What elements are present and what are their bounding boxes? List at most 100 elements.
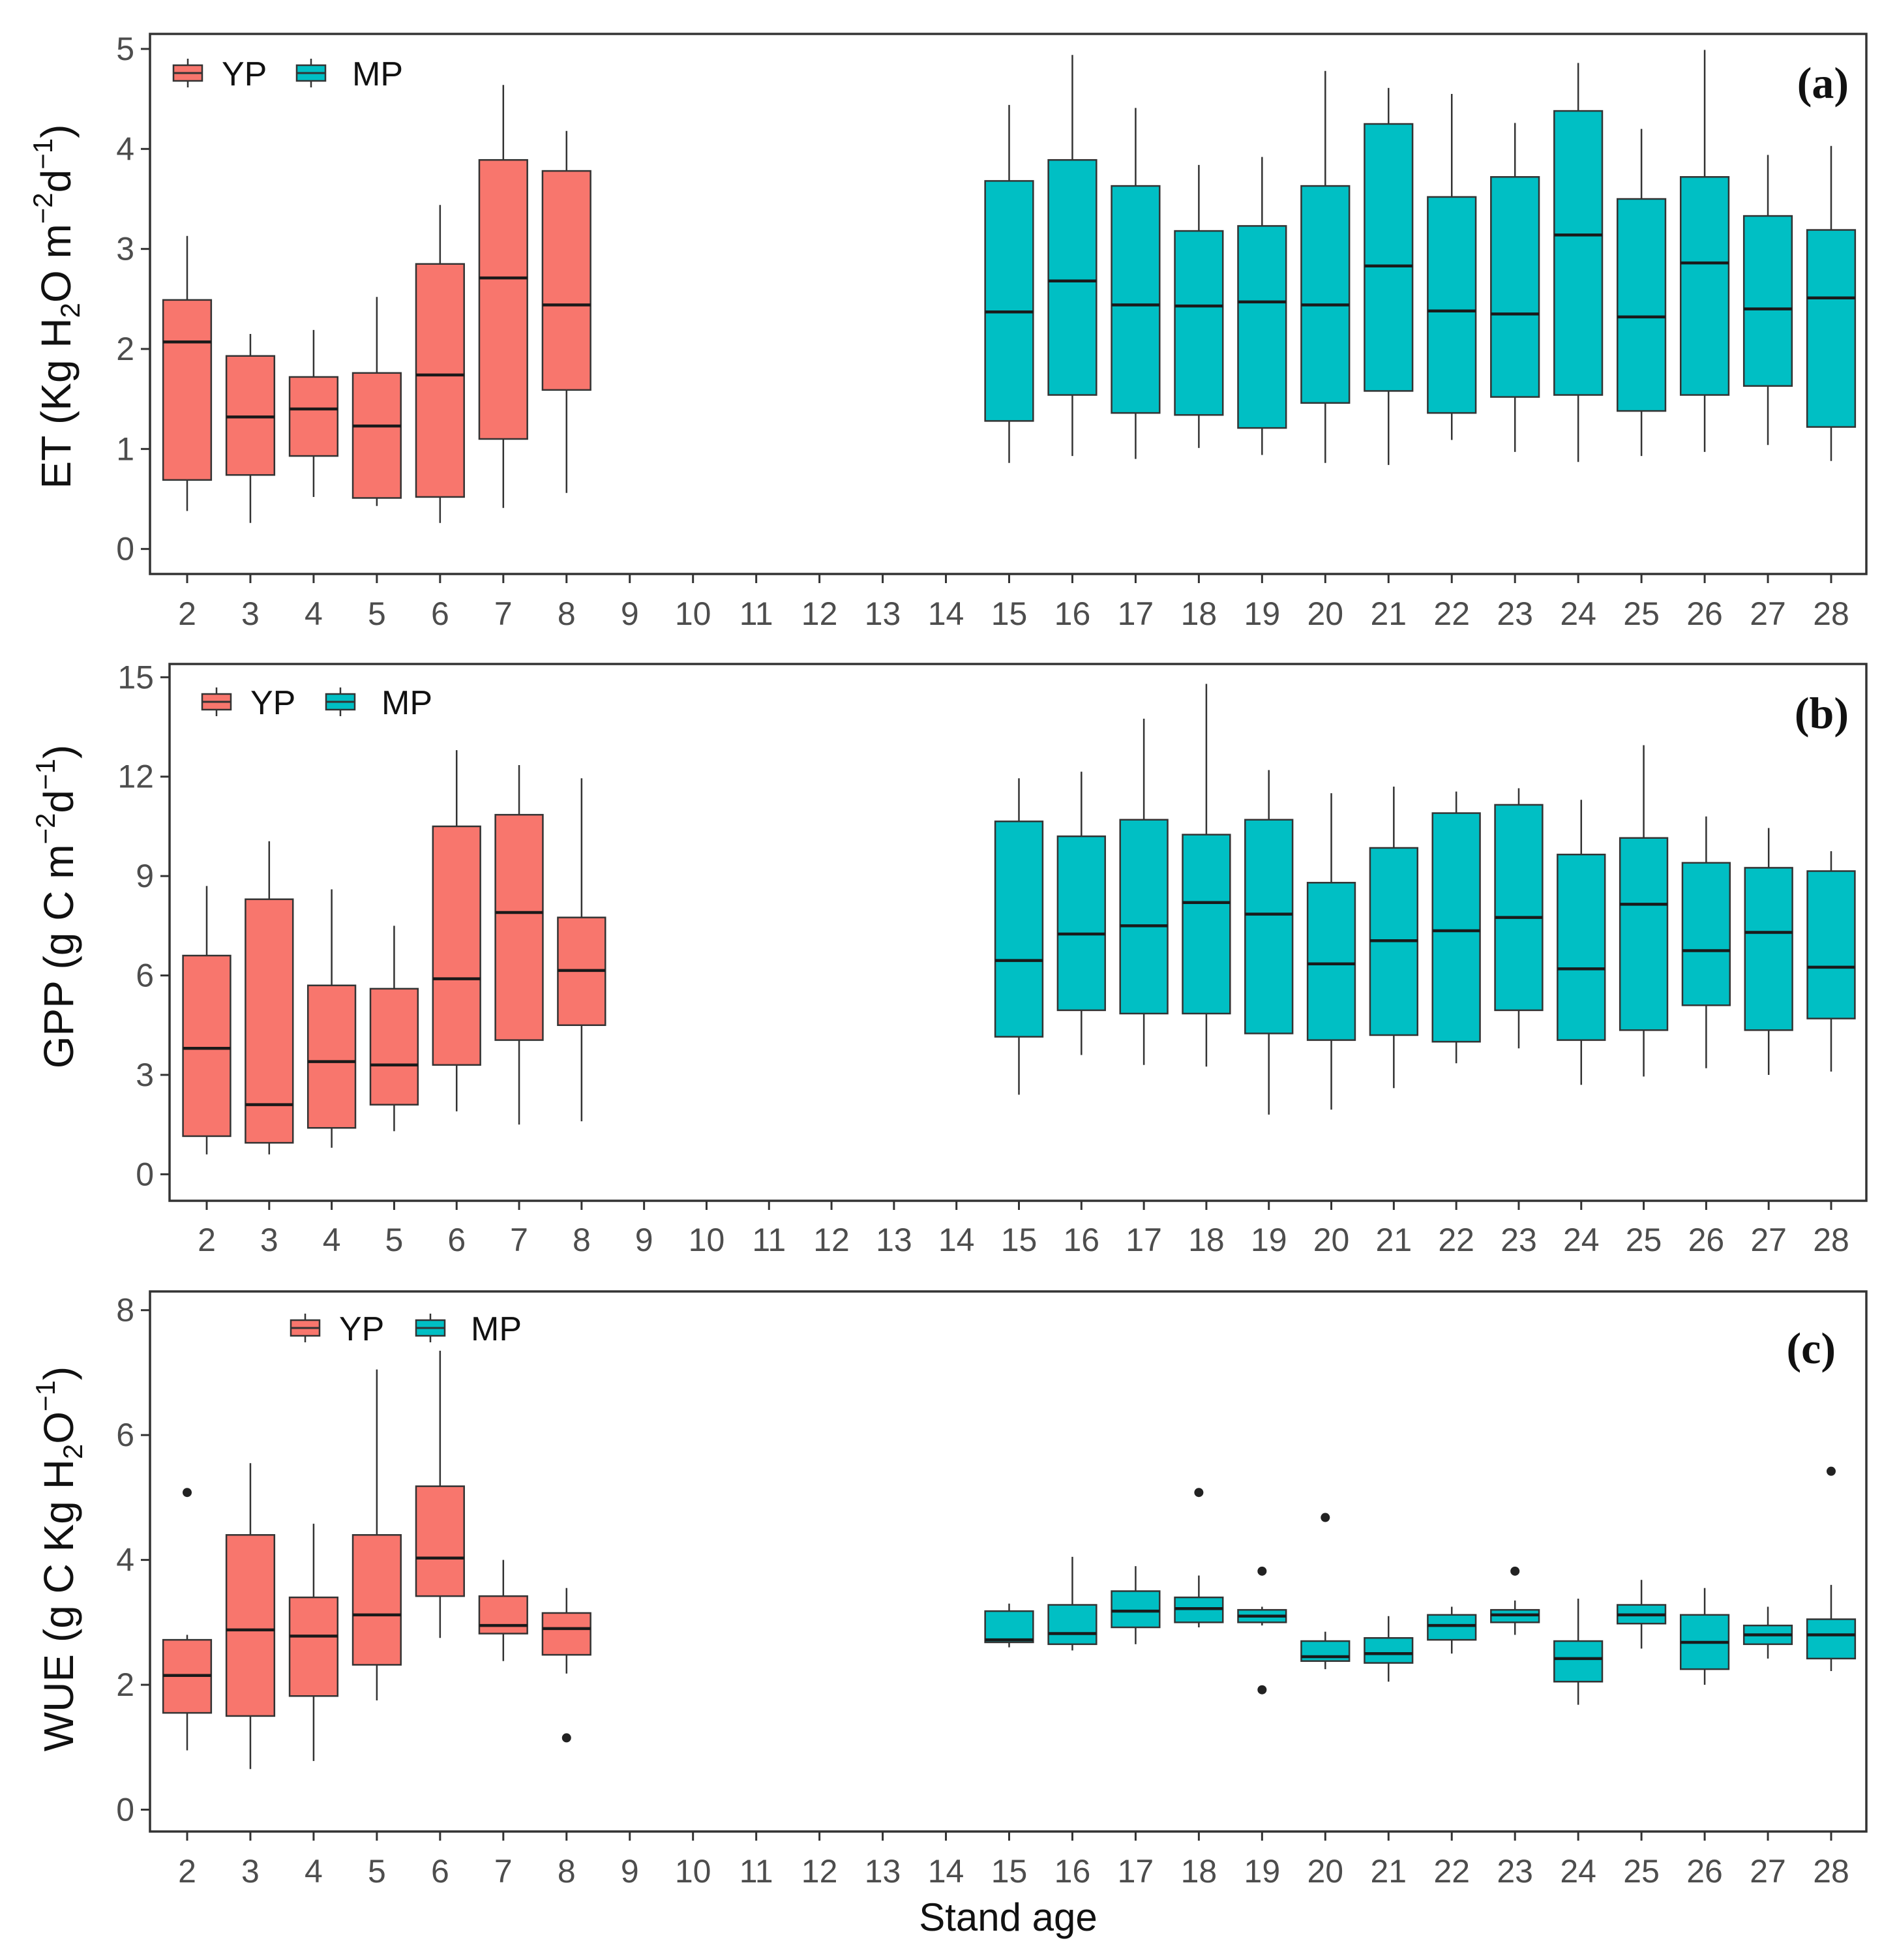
- box-iqr: [1237, 225, 1287, 429]
- outlier-point: [1827, 1466, 1836, 1476]
- x-tick-label: 5: [385, 1222, 404, 1258]
- x-tick-label: 18: [1188, 1222, 1225, 1258]
- legend-label-yp: YP: [222, 55, 267, 93]
- box-mp-age-19: [1237, 157, 1287, 455]
- x-tick-label: 4: [305, 1853, 323, 1890]
- box-yp-age-2: [162, 235, 213, 511]
- x-tick-label: 20: [1307, 596, 1343, 632]
- box-yp-age-4: [288, 1524, 339, 1761]
- box-iqr: [288, 1596, 339, 1697]
- x-tick-label: 10: [689, 1222, 725, 1258]
- box-iqr: [1300, 185, 1351, 404]
- y-tick-label: 0: [136, 1156, 154, 1192]
- box-iqr: [182, 954, 232, 1138]
- box-mp-age-24: [1557, 800, 1606, 1085]
- x-tick-label: 12: [801, 596, 838, 632]
- y-axis-label-a: ET (Kg H2O m−2d−1): [27, 125, 85, 489]
- box-iqr: [351, 1534, 402, 1666]
- x-tick-label: 14: [928, 1853, 964, 1890]
- box-iqr: [1742, 215, 1793, 387]
- y-axis-label-c: WUE (g C Kg H2O−1): [30, 1366, 88, 1751]
- x-tick-label: 17: [1118, 1853, 1154, 1890]
- x-tick-label: 26: [1686, 596, 1723, 632]
- x-tick-label: 19: [1244, 596, 1281, 632]
- x-tick-label: 16: [1063, 1222, 1099, 1258]
- y-ticks-c: 0 2 4 6 8: [116, 1292, 150, 1828]
- x-tick-label: 8: [558, 596, 576, 632]
- x-ticks-c: 2 3 4 5 6 7 8 9 10 11 12 13 14 15 16 17 18 19 20 21 22 23 24 25…: [178, 1832, 1849, 1890]
- x-tick-label: 4: [305, 596, 323, 632]
- box-mp-age-21: [1364, 1616, 1414, 1682]
- box-mp-age-25: [1617, 1580, 1667, 1649]
- x-tick-label: 23: [1497, 1853, 1533, 1890]
- x-tick-label: 25: [1623, 1853, 1660, 1890]
- box-iqr: [494, 813, 544, 1041]
- box-yp-age-8: [541, 1588, 591, 1674]
- x-tick-label: 4: [323, 1222, 341, 1258]
- box-iqr: [541, 170, 591, 391]
- x-tick-label: 11: [752, 1222, 786, 1258]
- legend-label-yp: YP: [250, 684, 295, 722]
- box-iqr: [1557, 853, 1606, 1041]
- boxes-c: [162, 1350, 1857, 1770]
- x-tick-label: 28: [1813, 596, 1849, 632]
- outlier-point: [561, 1733, 571, 1743]
- y-tick-label: 9: [136, 858, 154, 894]
- x-tick-label: 27: [1750, 596, 1786, 632]
- box-iqr: [162, 299, 213, 481]
- x-tick-label: 5: [368, 1853, 386, 1890]
- x-tick-label: 23: [1497, 596, 1533, 632]
- box-mp-age-27: [1742, 155, 1793, 445]
- box-iqr: [415, 263, 465, 498]
- box-yp-age-2: [162, 1635, 213, 1751]
- box-yp-age-5: [351, 1369, 402, 1700]
- box-yp-age-7: [494, 764, 544, 1125]
- x-tick-label: 8: [558, 1853, 576, 1890]
- boxes-a: [162, 50, 1857, 523]
- y-tick-label: 3: [116, 231, 134, 267]
- x-tick-label: 9: [621, 596, 639, 632]
- box-iqr: [984, 180, 1034, 422]
- box-mp-age-26: [1679, 50, 1730, 452]
- box-mp-age-24: [1553, 1598, 1604, 1705]
- box-iqr: [1619, 837, 1669, 1031]
- boxes-b: [182, 684, 1856, 1154]
- box-mp-age-20: [1306, 793, 1356, 1110]
- box-iqr: [994, 821, 1044, 1038]
- x-tick-label: 15: [1001, 1222, 1038, 1258]
- legend-label-mp: MP: [381, 684, 432, 722]
- x-tick-label: 19: [1244, 1853, 1281, 1890]
- x-tick-label: 16: [1054, 596, 1091, 632]
- box-iqr: [1182, 834, 1231, 1015]
- box-iqr: [478, 158, 528, 440]
- x-tick-label: 10: [675, 1853, 711, 1890]
- x-tick-label: 2: [178, 1853, 196, 1890]
- box-mp-age-22: [1431, 791, 1481, 1064]
- y-tick-label: 2: [116, 1666, 134, 1703]
- box-yp-age-4: [306, 889, 357, 1148]
- box-iqr: [432, 825, 481, 1066]
- x-tick-label: 11: [739, 1853, 773, 1890]
- y-tick-label: 0: [116, 531, 134, 567]
- x-tick-label: 20: [1307, 1853, 1343, 1890]
- y-tick-label: 6: [136, 957, 154, 994]
- box-yp-age-3: [225, 1463, 276, 1770]
- x-tick-label: 22: [1433, 596, 1470, 632]
- box-yp-age-6: [415, 1350, 465, 1638]
- box-mp-age-28: [1806, 145, 1857, 461]
- x-tick-label: 24: [1560, 1853, 1596, 1890]
- box-iqr: [1679, 176, 1730, 396]
- x-tick-label: 24: [1560, 596, 1596, 632]
- box-mp-age-25: [1619, 745, 1669, 1077]
- box-yp-age-4: [288, 329, 339, 497]
- legend-key-yp: [290, 1314, 321, 1342]
- box-iqr: [1427, 1614, 1477, 1641]
- x-tick-label: 12: [813, 1222, 850, 1258]
- box-mp-age-25: [1617, 128, 1667, 457]
- box-mp-age-18: [1174, 164, 1224, 448]
- panel-tag-a: (a): [1797, 58, 1849, 108]
- x-tick-label: 21: [1370, 1853, 1407, 1890]
- x-tick-label: 7: [494, 596, 513, 632]
- box-yp-age-6: [415, 205, 465, 523]
- box-iqr: [1744, 867, 1793, 1031]
